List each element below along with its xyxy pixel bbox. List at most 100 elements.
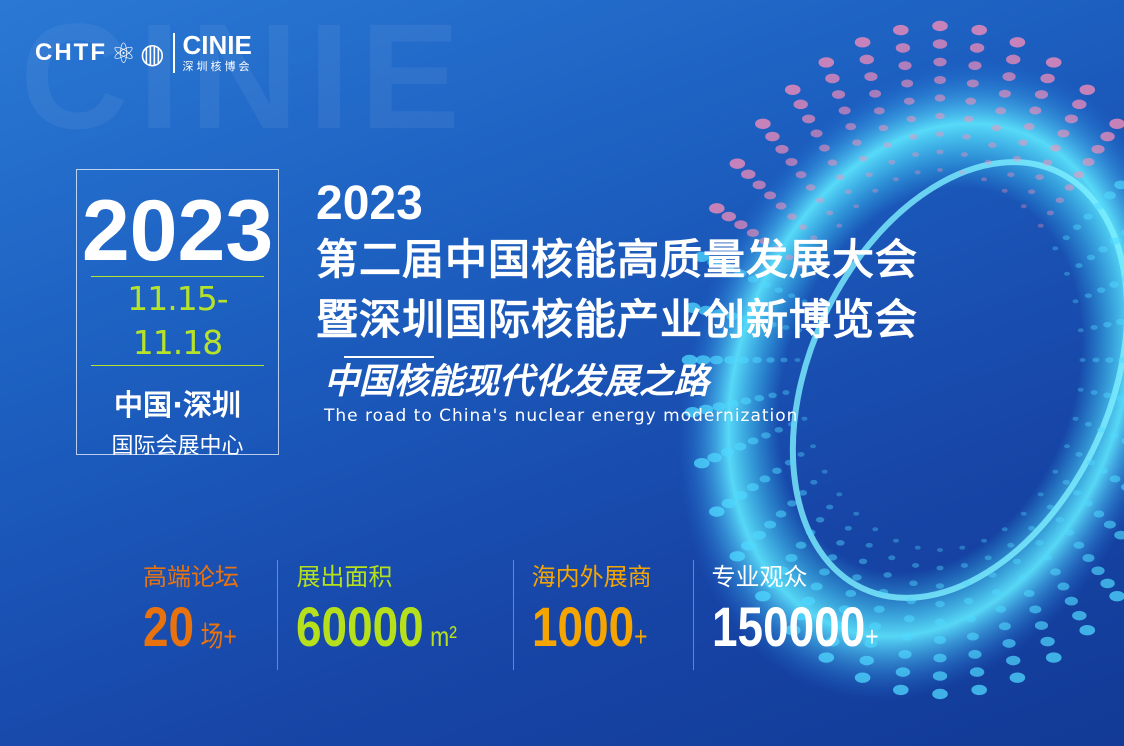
decor-dot	[1121, 275, 1124, 283]
decor-dot	[872, 188, 879, 193]
decor-dot	[726, 312, 739, 321]
decor-dot	[934, 94, 946, 102]
decor-dot	[810, 235, 818, 241]
decor-dot	[712, 308, 726, 318]
stat-unit: m²	[424, 621, 458, 652]
event-dates: 11.15-11.18	[91, 276, 264, 366]
decor-dot	[1077, 328, 1084, 333]
decor-dot	[1045, 652, 1062, 663]
decor-dot	[826, 504, 834, 510]
decor-dot	[893, 684, 909, 696]
decor-dot	[698, 305, 714, 316]
decor-dot	[1121, 483, 1124, 491]
decor-dot	[844, 525, 852, 531]
decor-dot	[1086, 459, 1096, 466]
decor-dot	[969, 667, 985, 677]
decor-dot	[932, 39, 948, 49]
decor-dot	[984, 159, 992, 165]
decor-dot	[754, 318, 765, 326]
decor-dot	[796, 387, 803, 392]
decor-dot	[729, 551, 746, 562]
stat-label: 展出面积	[296, 563, 393, 591]
decor-dot	[1109, 590, 1124, 602]
decor-dot	[1082, 158, 1095, 167]
decor-dot	[1050, 568, 1061, 576]
decor-dot	[1091, 566, 1105, 576]
globe-logo-icon: ◍	[140, 36, 165, 70]
decor-dot	[934, 76, 946, 84]
decor-dot	[755, 118, 771, 130]
chtf-logo: CHTF	[35, 39, 107, 66]
decor-dot	[1083, 500, 1093, 507]
decor-dot	[831, 621, 846, 630]
decor-dot	[933, 57, 947, 67]
decor-dot	[788, 293, 796, 299]
decor-dot	[932, 688, 948, 700]
decor-dot	[1052, 469, 1059, 474]
decor-dot	[1072, 224, 1082, 230]
decor-dot	[1114, 530, 1124, 540]
decor-dot	[1001, 527, 1008, 532]
decor-dot	[1028, 525, 1036, 531]
decor-dot	[755, 590, 771, 602]
decor-dot	[801, 299, 808, 304]
decor-dot	[729, 158, 746, 169]
decor-dot	[1072, 490, 1082, 496]
stat-value: 60000	[296, 595, 425, 658]
decor-dot	[1079, 358, 1086, 362]
stat-visitors: 专业观众 150000+	[692, 560, 935, 670]
decor-dot	[1090, 390, 1098, 395]
decor-dot	[1020, 511, 1027, 516]
decor-dot	[1090, 325, 1098, 330]
decor-dot	[853, 511, 860, 516]
decor-dot	[734, 269, 747, 278]
decor-dot	[1064, 596, 1078, 606]
decor-dot	[1114, 180, 1124, 190]
decor-dot	[1037, 223, 1044, 228]
decor-dot	[893, 24, 909, 36]
decor-dot	[995, 107, 1007, 115]
decor-dot	[805, 184, 816, 191]
decor-dot	[797, 452, 805, 457]
decor-dot	[815, 197, 825, 203]
decor-dot	[724, 356, 736, 364]
decor-dot	[965, 615, 977, 623]
decor-dot	[774, 427, 783, 433]
decor-dot	[766, 357, 775, 363]
decor-dot	[1100, 131, 1115, 142]
decor-dot	[772, 246, 782, 253]
decor-dot	[1109, 118, 1124, 130]
decor-dot	[971, 24, 987, 36]
decor-dot	[864, 639, 878, 648]
decor-dot	[802, 114, 816, 124]
decor-dot	[788, 421, 796, 427]
decor-dot	[1105, 357, 1114, 363]
decor-dot	[932, 20, 948, 32]
decor-dot	[825, 636, 840, 647]
decor-dot	[1098, 467, 1108, 474]
decor-dot	[793, 610, 808, 621]
decor-dot	[962, 580, 971, 587]
decor-dot	[852, 139, 862, 146]
decor-dot	[838, 605, 851, 614]
decor-dot	[1092, 357, 1100, 363]
decor-dot	[821, 246, 828, 251]
logo: CHTF ⚛ ◍ CINIE 深圳核博会	[35, 32, 253, 74]
decor-dot	[1093, 202, 1105, 210]
decor-dot	[1103, 392, 1112, 399]
decor-dot	[747, 437, 759, 445]
decor-dot	[838, 106, 851, 115]
decor-dot	[1046, 210, 1054, 216]
decor-dot	[734, 442, 747, 451]
decor-dot	[873, 107, 885, 115]
decor-dot	[759, 237, 771, 245]
decor-dot	[821, 469, 828, 474]
decor-dot	[1063, 444, 1070, 449]
decor-dot	[895, 667, 911, 677]
decor-dot	[1075, 263, 1083, 268]
decor-dot	[1109, 432, 1119, 439]
background-watermark: CINIE	[20, 0, 471, 160]
decor-dot	[1103, 520, 1116, 529]
decor-dot	[1007, 172, 1015, 178]
decor-dot	[1072, 299, 1079, 304]
